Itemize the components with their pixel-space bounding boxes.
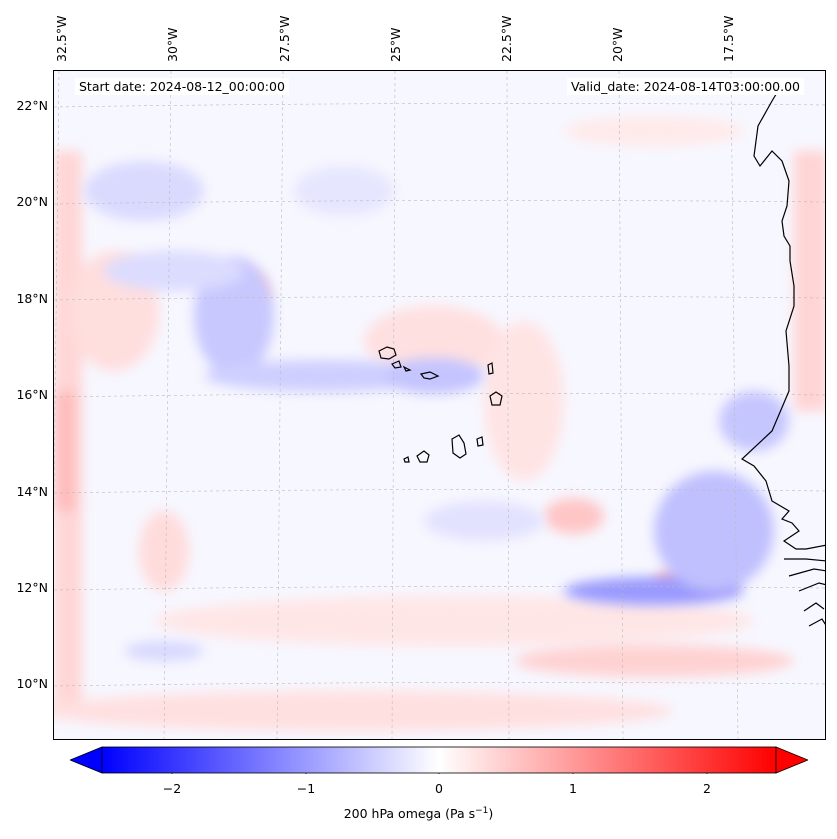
lat-label-22n: 22°N [16, 98, 48, 113]
valid-date-label: Valid_date: 2024-08-14T03:00:00.00 [566, 78, 804, 95]
colorbar-label: 200 hPa omega (Pa s−1) [0, 806, 837, 821]
island-santa-luzia [402, 365, 412, 372]
colorbar-label-prefix: 200 hPa omega (Pa s [343, 806, 476, 822]
island-sal [487, 362, 494, 375]
colorbar-tick-minus2: −2 [162, 781, 182, 796]
colorbar [70, 746, 808, 774]
lon-label-25w: 25°W [388, 27, 403, 62]
colorbar-tick-2: 2 [703, 781, 711, 796]
colorbar-label-exponent: −1 [475, 806, 489, 816]
island-santiago [451, 434, 467, 459]
lat-label-10n: 10°N [16, 676, 48, 691]
island-brava [403, 456, 410, 463]
colorbar-tick-marks [171, 773, 708, 774]
africa-coastline [741, 80, 825, 550]
omega-negative-patches [84, 161, 789, 661]
lat-label-16n: 16°N [16, 387, 48, 402]
lon-label-20w: 20°W [610, 27, 625, 62]
colorbar-min-extend [70, 746, 103, 774]
colorbar-tick-1: 1 [569, 781, 577, 796]
colorbar-label-suffix: ) [488, 806, 494, 822]
lon-label-22-5w: 22.5°W [499, 15, 514, 62]
colorbar-tick-minus1: −1 [296, 781, 316, 796]
lon-label-30w: 30°W [165, 27, 180, 62]
lon-label-17-5w: 17.5°W [721, 15, 736, 62]
omega-positive-patches [54, 116, 825, 731]
lon-label-27-5w: 27.5°W [277, 15, 292, 62]
island-sao-vicente [391, 360, 402, 369]
map-panel [53, 70, 826, 740]
colorbar-tick-0: 0 [435, 781, 443, 796]
colorbar-max-extend [775, 746, 808, 774]
island-boa-vista [489, 391, 503, 406]
colorbar-gradient [101, 746, 777, 774]
island-santo-antao [378, 346, 397, 360]
lon-label-32-5w: 32.5°W [54, 15, 69, 62]
lat-label-18n: 18°N [16, 291, 48, 306]
lat-label-12n: 12°N [16, 580, 48, 595]
lat-label-14n: 14°N [16, 484, 48, 499]
cape-verde-islands [378, 346, 503, 463]
gambia-coast [784, 558, 825, 627]
island-fogo [416, 450, 430, 463]
lat-label-20n: 20°N [16, 194, 48, 209]
omega-field-map [54, 71, 825, 739]
graticule [54, 71, 825, 739]
island-maio [476, 436, 484, 447]
start-date-label: Start date: 2024-08-12_00:00:00 [75, 78, 289, 95]
island-sao-nicolau [419, 371, 440, 380]
